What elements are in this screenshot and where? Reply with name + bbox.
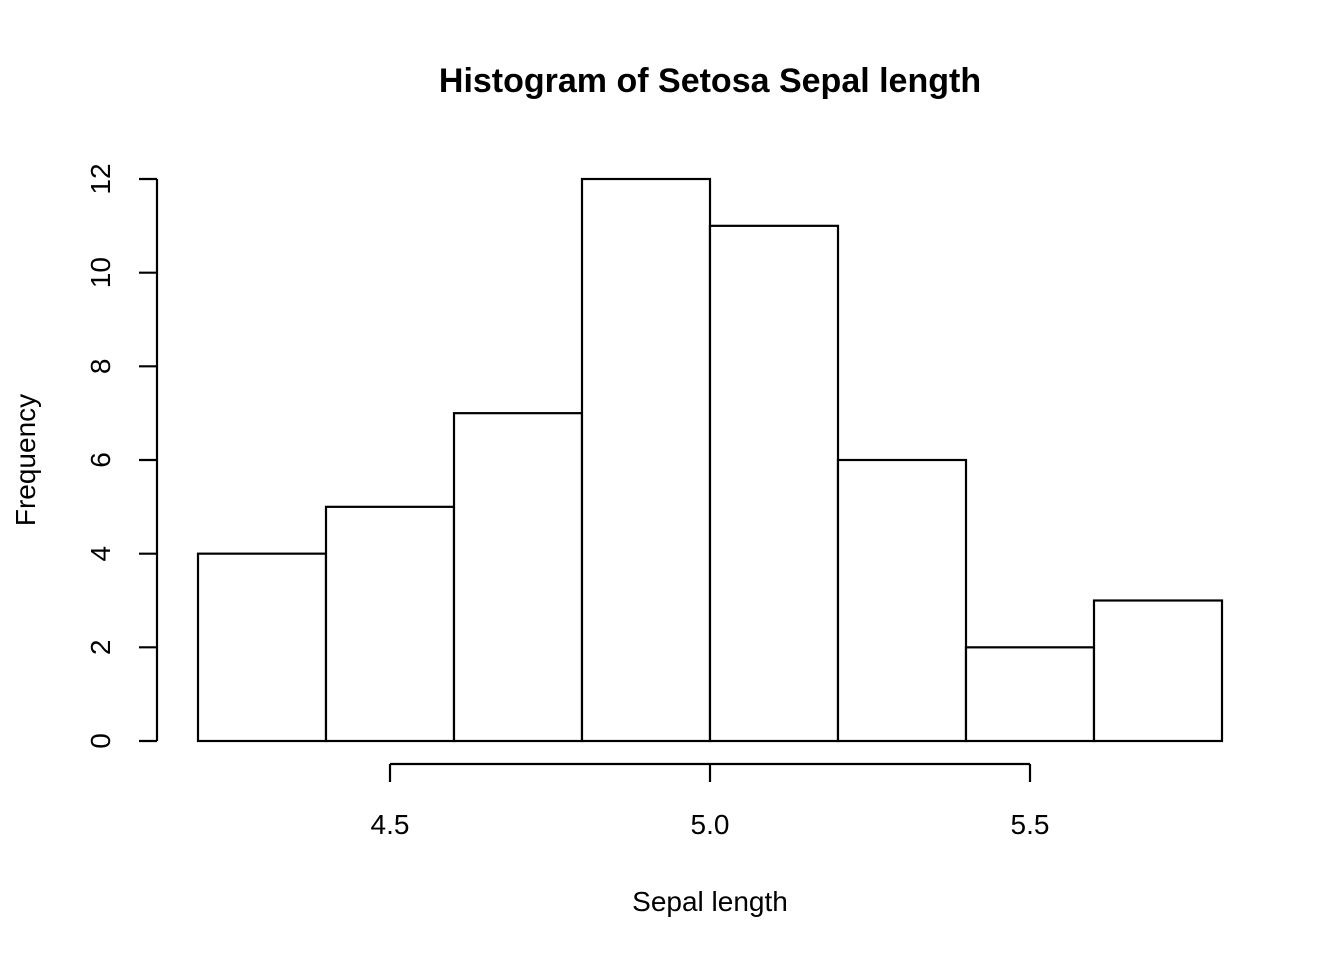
x-axis: 4.5 5.0 5.5 bbox=[371, 762, 1050, 840]
x-axis-label: Sepal length bbox=[632, 886, 788, 917]
y-tick-label: 8 bbox=[85, 359, 116, 375]
y-axis: 0 2 4 6 8 10 12 bbox=[85, 163, 159, 749]
y-tick-label: 0 bbox=[85, 733, 116, 749]
histogram-bar bbox=[324, 505, 456, 743]
y-tick-label: 4 bbox=[85, 546, 116, 562]
histogram-bar bbox=[452, 412, 584, 743]
histogram-bar bbox=[1092, 599, 1224, 743]
x-tick-label: 5.5 bbox=[1011, 809, 1050, 840]
x-tick-label: 4.5 bbox=[371, 809, 410, 840]
y-tick-label: 2 bbox=[85, 640, 116, 656]
x-tick-label: 5.0 bbox=[691, 809, 730, 840]
histogram-bar bbox=[196, 552, 328, 743]
y-tick-label: 6 bbox=[85, 452, 116, 468]
y-tick-label: 10 bbox=[85, 257, 116, 288]
histogram-bar bbox=[836, 458, 968, 743]
histogram-bar bbox=[580, 177, 712, 743]
histogram-bar bbox=[964, 646, 1096, 743]
y-tick-label: 12 bbox=[85, 163, 116, 194]
y-axis-label: Frequency bbox=[10, 394, 41, 526]
chart-title: Histogram of Setosa Sepal length bbox=[439, 62, 981, 100]
histogram-bar bbox=[708, 224, 840, 743]
bars-group bbox=[196, 177, 1224, 743]
